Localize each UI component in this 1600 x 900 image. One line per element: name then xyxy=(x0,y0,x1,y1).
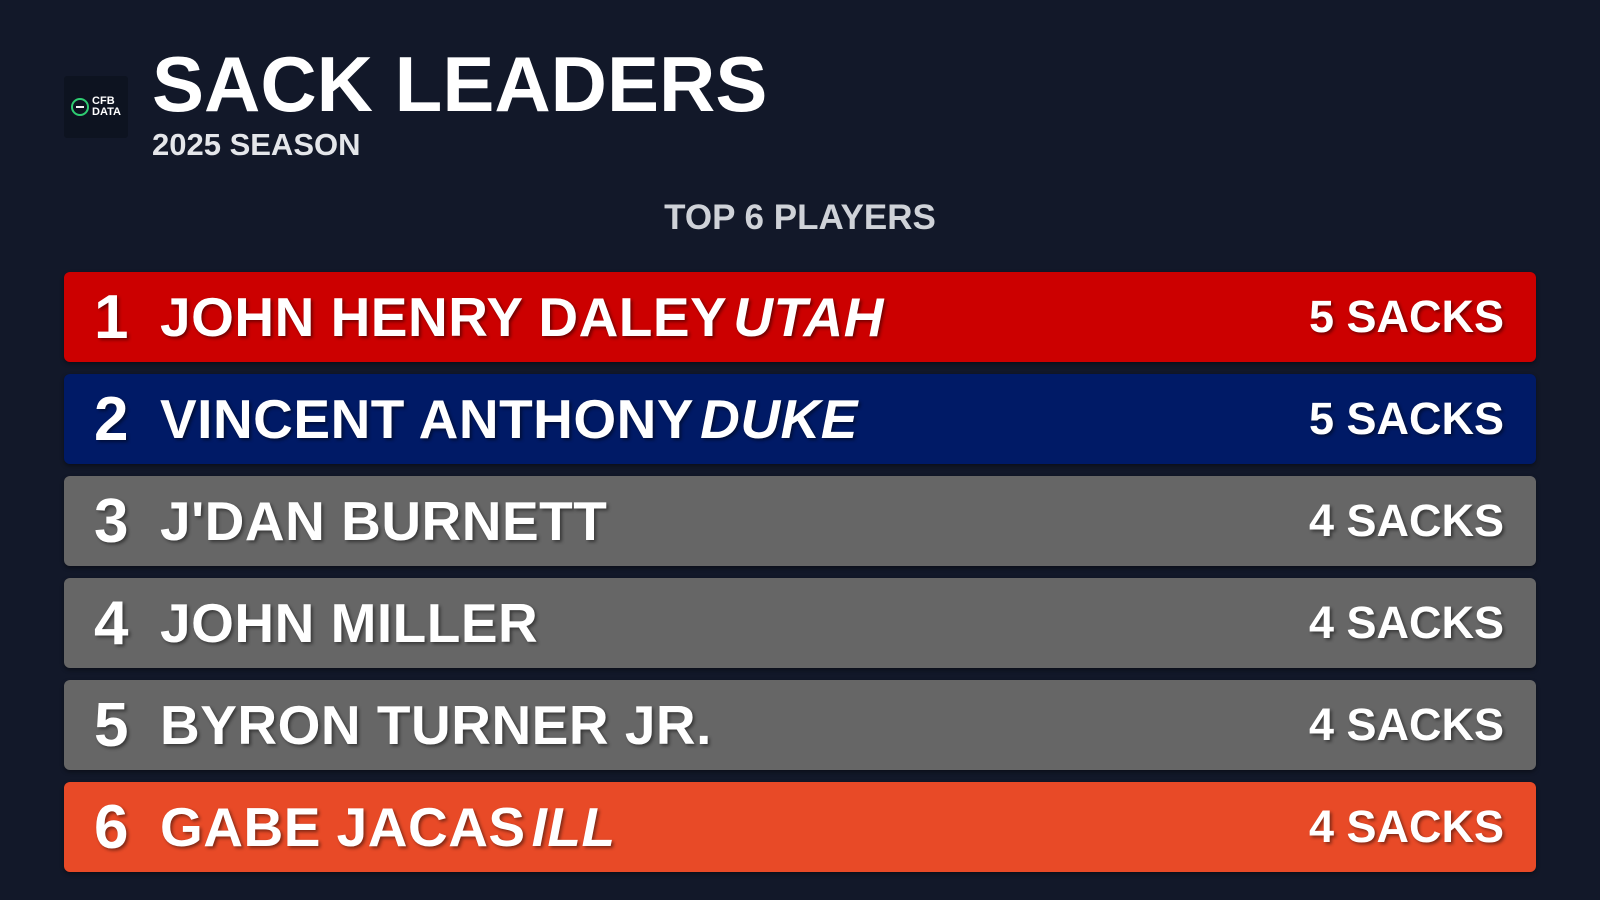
cfb-data-logo: CFB DATA xyxy=(64,76,128,138)
page-subtitle: 2025 SEASON xyxy=(152,127,361,162)
rank-number: 1 xyxy=(94,282,129,352)
player-name: JOHN MILLER xyxy=(160,592,539,654)
leaderboard-row: 5 BYRON TURNER JR. 4 SACKS xyxy=(64,680,1536,770)
sack-count: 5 SACKS xyxy=(1308,393,1504,444)
sack-count: 5 SACKS xyxy=(1308,291,1504,342)
sack-count: 4 SACKS xyxy=(1308,801,1504,852)
logo-text-line1: CFB xyxy=(92,95,115,107)
rank-number: 5 xyxy=(94,690,129,760)
sack-count: 4 SACKS xyxy=(1308,495,1504,546)
rank-number: 6 xyxy=(94,792,129,862)
player-name-line: VINCENT ANTHONY DUKE xyxy=(160,387,858,451)
football-icon xyxy=(71,98,90,116)
team-name: DUKE xyxy=(700,388,858,450)
team-name: UTAH xyxy=(733,286,884,348)
rank-number: 3 xyxy=(94,486,129,556)
leaderboard-list: 1 JOHN HENRY DALEY UTAH 5 SACKS 2 VINCENT… xyxy=(64,272,1536,884)
leaderboard-row: 4 JOHN MILLER 4 SACKS xyxy=(64,578,1536,668)
player-name-line: JOHN MILLER xyxy=(160,591,538,655)
player-name: BYRON TURNER JR. xyxy=(160,694,712,756)
leaderboard-row: 6 GABE JACAS ILL 4 SACKS xyxy=(64,782,1536,872)
player-name: VINCENT ANTHONY xyxy=(160,388,695,450)
logo-text-line2: DATA xyxy=(92,106,121,118)
header: CFB DATA SACK LEADERS 2025 SEASON xyxy=(64,44,767,162)
player-name: GABE JACAS xyxy=(160,796,526,858)
logo-text: CFB DATA xyxy=(92,96,121,118)
leaderboard-row: 3 J'DAN BURNETT 4 SACKS xyxy=(64,476,1536,566)
page-title: SACK LEADERS xyxy=(152,40,768,128)
leaderboard-row: 2 VINCENT ANTHONY DUKE 5 SACKS xyxy=(64,374,1536,464)
player-name-line: GABE JACAS ILL xyxy=(160,795,616,859)
section-label: TOP 6 PLAYERS xyxy=(664,198,936,237)
sack-count: 4 SACKS xyxy=(1308,699,1504,750)
sack-count: 4 SACKS xyxy=(1308,597,1504,648)
team-name: ILL xyxy=(531,796,616,858)
rank-number: 4 xyxy=(94,588,129,658)
rank-number: 2 xyxy=(94,384,129,454)
leaderboard-row: 1 JOHN HENRY DALEY UTAH 5 SACKS xyxy=(64,272,1536,362)
player-name-line: J'DAN BURNETT xyxy=(160,489,607,553)
player-name-line: BYRON TURNER JR. xyxy=(160,693,712,757)
player-name: JOHN HENRY DALEY xyxy=(160,286,728,348)
player-name: J'DAN BURNETT xyxy=(160,490,608,552)
player-name-line: JOHN HENRY DALEY UTAH xyxy=(160,285,884,349)
title-block: SACK LEADERS 2025 SEASON xyxy=(152,44,767,162)
